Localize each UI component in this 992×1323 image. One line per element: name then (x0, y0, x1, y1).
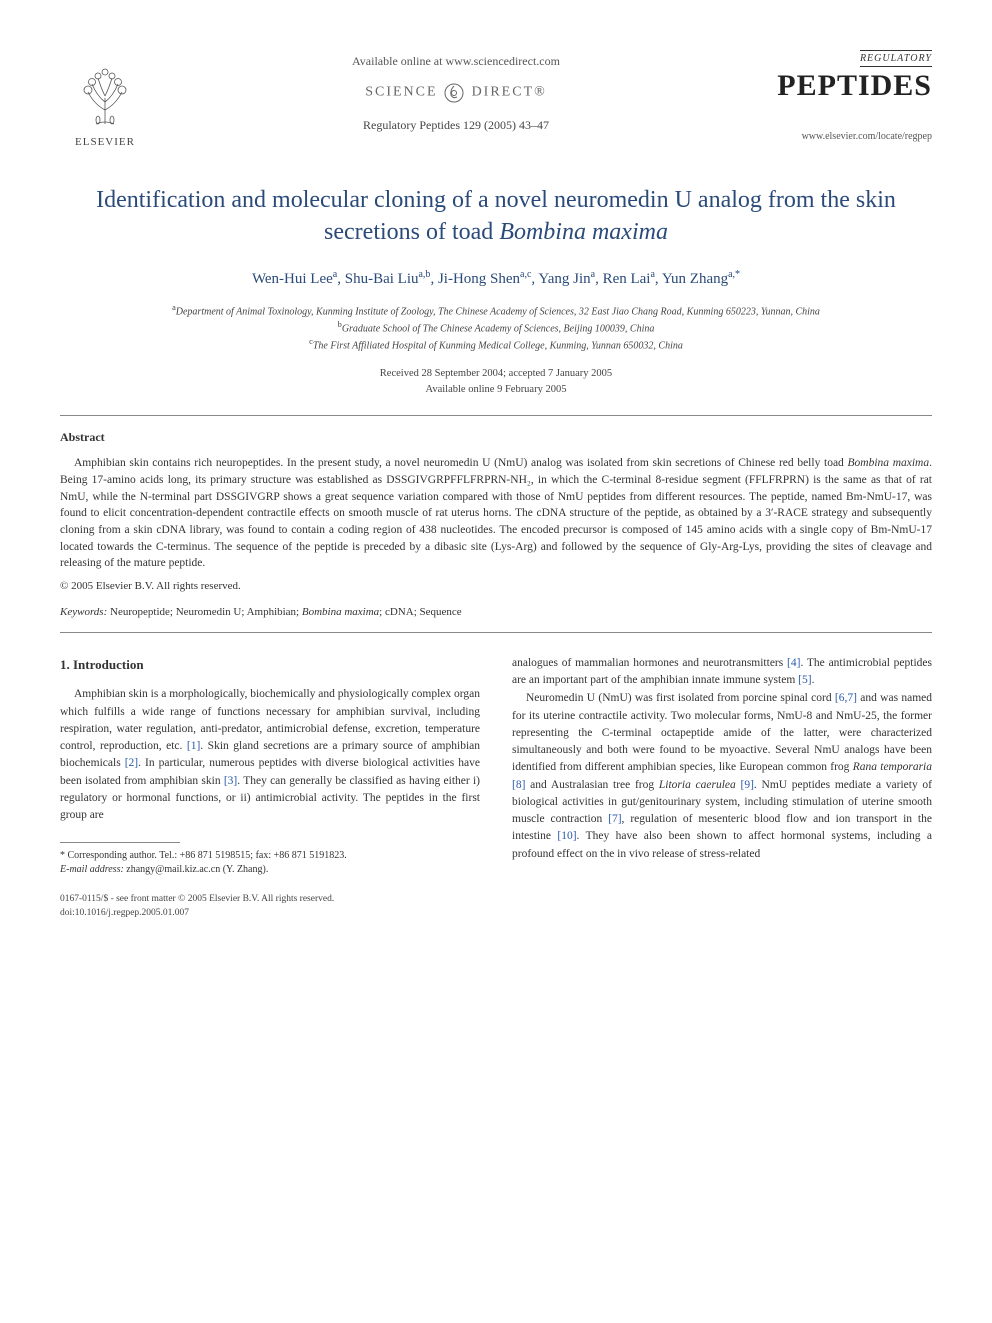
footnote-separator (60, 842, 180, 843)
elsevier-logo: ELSEVIER (60, 48, 150, 148)
intro-para-1: Amphibian skin is a morphologically, bio… (60, 686, 480, 824)
received-date: Received 28 September 2004; accepted 7 J… (60, 366, 932, 382)
available-online: Available online at www.sciencedirect.co… (150, 54, 762, 69)
body-columns: 1. Introduction Amphibian skin is a morp… (60, 655, 932, 920)
header-center: Available online at www.sciencedirect.co… (150, 48, 762, 133)
corr-email: E-mail address: zhangy@mail.kiz.ac.cn (Y… (60, 863, 480, 877)
affiliation-b: bGraduate School of The Chinese Academy … (100, 319, 892, 336)
title-text: Identification and molecular cloning of … (96, 187, 896, 245)
authors-line: Wen-Hui Leea, Shu-Bai Liua,b, Ji-Hong Sh… (60, 269, 932, 288)
journal-logo-block: REGULATORY PEPTIDES www.elsevier.com/loc… (762, 48, 932, 142)
affiliations: aDepartment of Animal Toxinology, Kunmin… (100, 302, 892, 354)
front-matter: 0167-0115/$ - see front matter © 2005 El… (60, 893, 480, 920)
p2c: . (812, 674, 815, 686)
ref-4[interactable]: [4] (787, 657, 800, 669)
sd-left: SCIENCE (365, 85, 437, 100)
sciencedirect-logo: SCIENCE DIRECT® (150, 81, 762, 104)
email-label: E-mail address: (60, 864, 124, 875)
sd-right: DIRECT® (472, 85, 547, 100)
online-date: Available online 9 February 2005 (60, 382, 932, 398)
abstract-copyright: © 2005 Elsevier B.V. All rights reserved… (60, 580, 932, 592)
left-column: 1. Introduction Amphibian skin is a morp… (60, 655, 480, 920)
keywords-line: Keywords: Neuropeptide; Neuromedin U; Am… (60, 606, 932, 618)
issn-line: 0167-0115/$ - see front matter © 2005 El… (60, 893, 480, 906)
aff-c-text: The First Affiliated Hospital of Kunming… (313, 341, 683, 352)
elsevier-name: ELSEVIER (75, 136, 135, 148)
abstract-body: Amphibian skin contains rich neuropeptid… (60, 455, 932, 572)
ref-5[interactable]: [5] (798, 674, 811, 686)
email-value: zhangy@mail.kiz.ac.cn (Y. Zhang). (124, 864, 269, 875)
aff-b-text: Graduate School of The Chinese Academy o… (342, 323, 655, 334)
affiliation-c: cThe First Affiliated Hospital of Kunmin… (100, 336, 892, 353)
ref-1[interactable]: [1] (187, 740, 200, 752)
intro-heading: 1. Introduction (60, 655, 480, 675)
doi-line: doi:10.1016/j.regpep.2005.01.007 (60, 907, 480, 920)
journal-peptides: PEPTIDES (762, 69, 932, 103)
keywords-text: Neuropeptide; Neuromedin U; Amphibian; B… (107, 606, 461, 618)
journal-header: ELSEVIER Available online at www.science… (60, 48, 932, 148)
ref-3[interactable]: [3] (224, 775, 237, 787)
p3a: Neuromedin U (NmU) was first isolated fr… (526, 692, 835, 704)
ref-9[interactable]: [9] (736, 779, 754, 791)
species-litoria: Litoria caerulea (659, 779, 736, 791)
corresponding-author-footnote: * Corresponding author. Tel.: +86 871 51… (60, 849, 480, 877)
title-species: Bombina maxima (499, 219, 668, 245)
p3c: and Australasian tree frog (525, 779, 658, 791)
ref-8[interactable]: [8] (512, 779, 525, 791)
journal-regulatory: REGULATORY (860, 50, 932, 67)
ref-6-7[interactable]: [6,7] (835, 692, 857, 704)
keywords-label: Keywords: (60, 606, 107, 618)
aff-a-text: Department of Animal Toxinology, Kunming… (176, 306, 820, 317)
abstract-heading: Abstract (60, 430, 932, 445)
rule-bottom (60, 632, 932, 633)
elsevier-tree-icon (70, 62, 140, 132)
ref-10[interactable]: [10] (557, 830, 576, 842)
article-title: Identification and molecular cloning of … (90, 184, 902, 249)
journal-reference: Regulatory Peptides 129 (2005) 43–47 (150, 118, 762, 133)
right-column: analogues of mammalian hormones and neur… (512, 655, 932, 920)
species-rana: Rana temporaria (853, 761, 932, 773)
ref-2[interactable]: [2] (125, 757, 138, 769)
affiliation-a: aDepartment of Animal Toxinology, Kunmin… (100, 302, 892, 319)
journal-url: www.elsevier.com/locate/regpep (762, 131, 932, 142)
p2a: analogues of mammalian hormones and neur… (512, 657, 787, 669)
corr-author: * Corresponding author. Tel.: +86 871 51… (60, 849, 480, 863)
intro-para-3: Neuromedin U (NmU) was first isolated fr… (512, 690, 932, 863)
ref-7[interactable]: [7] (608, 813, 621, 825)
article-dates: Received 28 September 2004; accepted 7 J… (60, 366, 932, 398)
sd-at-icon (443, 81, 472, 101)
intro-para-2: analogues of mammalian hormones and neur… (512, 655, 932, 690)
rule-top (60, 415, 932, 416)
